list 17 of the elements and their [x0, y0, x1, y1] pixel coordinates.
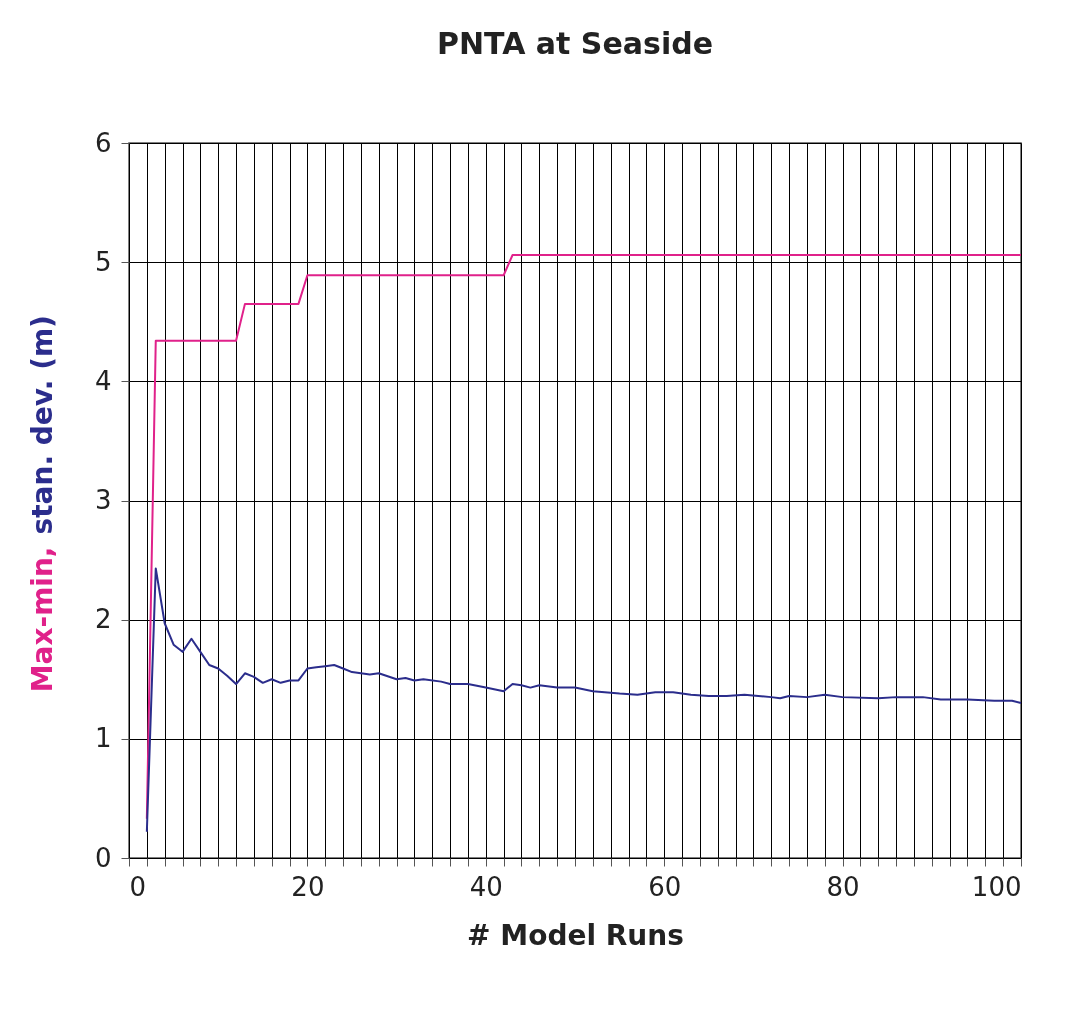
x-tick-label: 100 [971, 871, 1022, 902]
x-tick-label: 60 [648, 871, 682, 902]
y-tick-label: 4 [94, 365, 112, 396]
x-axis-title: # Model Runs [467, 918, 684, 952]
y-tick-label: 5 [94, 246, 112, 277]
chart-title: PNTA at Seaside [436, 26, 714, 61]
x-tick-label: 80 [826, 871, 860, 902]
y-tick-label: 1 [94, 723, 112, 754]
x-tick-label: 0 [129, 871, 147, 902]
x-tick-label: 40 [469, 871, 503, 902]
y-tick-label: 6 [94, 127, 112, 158]
y-tick-label: 2 [94, 604, 112, 635]
y-tick-label: 3 [94, 485, 112, 515]
y-axis-title: Max-min, stan. dev. (m) [26, 315, 59, 693]
y-tick-label: 0 [94, 842, 112, 873]
line-series [145, 567, 1022, 833]
x-tick-label: 20 [291, 871, 325, 902]
